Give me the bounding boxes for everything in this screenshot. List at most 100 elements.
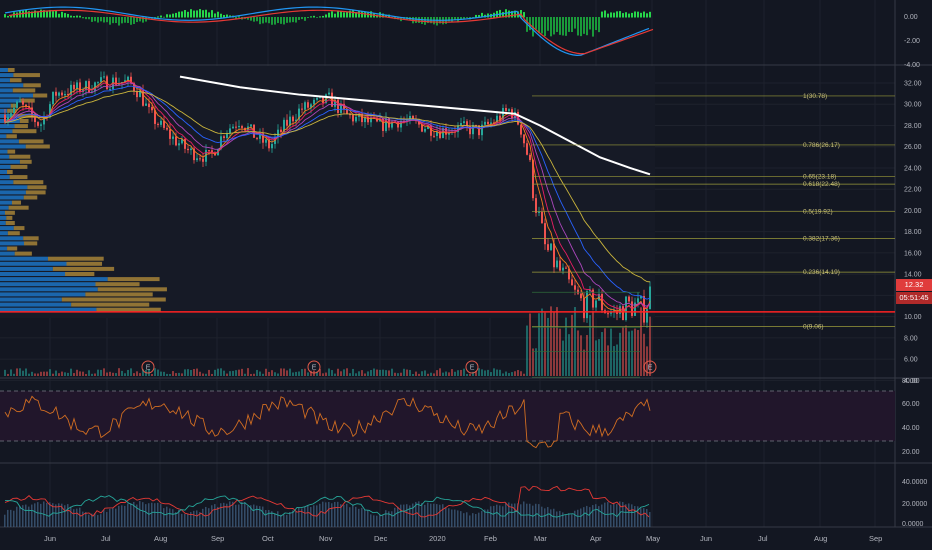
macd-histogram-bar xyxy=(466,17,468,18)
candle-body xyxy=(574,285,576,290)
volume-bar xyxy=(298,371,300,376)
candle-body xyxy=(130,76,132,84)
volume-bar xyxy=(88,370,90,376)
macd-histogram-bar xyxy=(622,13,624,18)
volume-bar xyxy=(43,371,45,376)
candle-body xyxy=(10,113,12,118)
macd-histogram-bar xyxy=(157,16,159,18)
macd-histogram-bar xyxy=(25,10,27,18)
time-axis[interactable]: Jun Jul Aug Sep Oct Nov Dec 2020 Feb Mar Apr May Jun… xyxy=(44,534,882,543)
macd-histogram-bar xyxy=(124,17,126,23)
candle-body xyxy=(139,90,141,98)
adx-histogram-bar xyxy=(181,513,183,527)
volume-bar xyxy=(337,368,339,376)
candle-body xyxy=(370,117,372,123)
adx-histogram-bar xyxy=(577,509,579,527)
adx-histogram-bar xyxy=(352,504,354,527)
macd-histogram-bar xyxy=(310,16,312,18)
macd-histogram-bar xyxy=(55,10,57,18)
adx-histogram-bar xyxy=(157,502,159,527)
macd-histogram-bar xyxy=(583,17,585,34)
price-axis-label: 10.00 xyxy=(904,314,922,321)
adx-histogram-bar xyxy=(250,505,252,527)
volume-profile-bar xyxy=(0,241,25,246)
adx-histogram-bar xyxy=(415,501,417,527)
adx-histogram-bar xyxy=(145,504,147,527)
volume-bar xyxy=(631,330,633,376)
macd-histogram-bar xyxy=(523,12,525,18)
macd-histogram-bar xyxy=(169,14,171,18)
volume-profile-bar xyxy=(0,164,11,169)
volume-bar xyxy=(325,372,327,376)
candle-body xyxy=(490,122,492,125)
adx-histogram-bar xyxy=(376,515,378,527)
volume-profile-bar xyxy=(0,113,18,118)
adx-histogram-bar xyxy=(412,503,414,527)
adx-histogram-bar xyxy=(361,507,363,527)
adx-histogram-bar xyxy=(289,512,291,527)
fib-level-label: 0.618(22.48) xyxy=(803,181,840,188)
volume-profile-bar xyxy=(0,205,9,210)
volume-profile-bar xyxy=(14,251,32,256)
volume-bar xyxy=(385,370,387,376)
volume-bar xyxy=(151,373,153,376)
adx-histogram-bar xyxy=(649,511,651,527)
macd-histogram-bar xyxy=(379,12,381,18)
volume-profile-bar xyxy=(0,144,26,149)
macd-histogram-bar xyxy=(133,17,135,24)
macd-histogram-bar xyxy=(340,11,342,18)
macd-histogram-bar xyxy=(631,12,633,18)
adx-histogram-bar xyxy=(397,506,399,527)
adx-histogram-bar xyxy=(466,512,468,527)
candle-body xyxy=(484,121,486,125)
volume-bar xyxy=(649,316,651,376)
volume-profile-bar xyxy=(7,149,16,154)
candle-body xyxy=(643,296,645,323)
volume-bar xyxy=(223,370,225,376)
adx-histogram-bar xyxy=(31,504,33,527)
candle-body xyxy=(553,243,555,268)
macd-histogram-bar xyxy=(307,17,309,19)
adx-histogram-bar xyxy=(379,514,381,527)
fibonacci-retracement[interactable]: 1(30.78) 0.786(26.17) 0.65(23.18)0.618(22.… xyxy=(0,93,895,378)
candle-body xyxy=(205,150,207,162)
price-axis-label: 16.00 xyxy=(904,250,922,257)
fib-level-label: 0.65(23.18) xyxy=(803,174,836,181)
candle-body xyxy=(520,124,522,135)
price-axis-label: 18.00 xyxy=(904,229,922,236)
adx-histogram-bar xyxy=(103,509,105,527)
macd-histogram-bar xyxy=(529,17,531,31)
candle-body xyxy=(589,289,591,292)
price-axis[interactable]: 0.00 -2.00 -4.00 32.00 30.00 28.00 26.00 24.00 2… xyxy=(902,14,927,528)
adx-histogram-bar xyxy=(238,504,240,527)
earnings-marker xyxy=(141,360,155,374)
candle-body xyxy=(568,268,570,280)
macd-histogram-bar xyxy=(64,13,66,18)
candle-body xyxy=(385,118,387,131)
volume-bar xyxy=(253,373,255,376)
volume-bar xyxy=(289,368,291,376)
adx-histogram-bar xyxy=(451,509,453,527)
macd-histogram-bar xyxy=(100,17,102,22)
adx-histogram-bar xyxy=(139,501,141,527)
volume-bar xyxy=(328,368,330,376)
adx-histogram-bar xyxy=(178,509,180,527)
macd-histogram-bar xyxy=(28,11,30,18)
adx-histogram-bar xyxy=(571,514,573,527)
volume-bar xyxy=(355,373,357,376)
volume-bar xyxy=(424,370,426,376)
adx-histogram-bar xyxy=(589,507,591,527)
macd-histogram-bar xyxy=(568,17,570,32)
adx-histogram-bar xyxy=(355,506,357,527)
candle-body xyxy=(304,102,306,110)
volume-bar xyxy=(211,373,213,376)
volume-bar xyxy=(7,373,9,376)
volume-bar xyxy=(79,371,81,376)
volume-bar xyxy=(634,328,636,376)
volume-profile-bar xyxy=(0,277,108,282)
macd-histogram-bar xyxy=(172,13,174,18)
macd-histogram-bar xyxy=(73,16,75,18)
volume-bar xyxy=(199,371,201,376)
